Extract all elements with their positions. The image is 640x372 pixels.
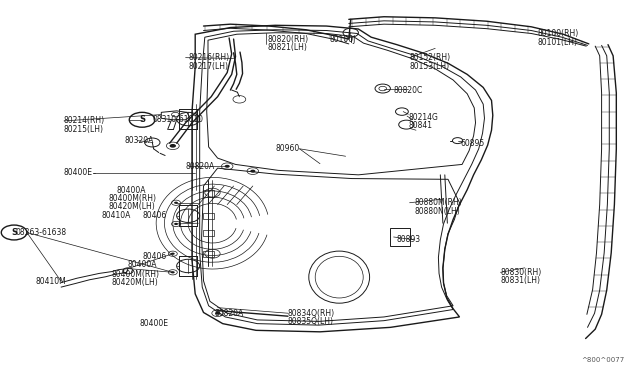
Text: ^800^0077: ^800^0077 [580,357,624,363]
Text: 80834Q(RH): 80834Q(RH) [288,309,335,318]
Text: 08310-61010: 08310-61010 [152,115,204,124]
Circle shape [171,271,175,273]
Text: 80820A: 80820A [186,162,215,171]
Bar [203,251,214,257]
Circle shape [225,165,230,168]
Text: 80400E: 80400E [140,319,168,328]
Text: 80420M(LH): 80420M(LH) [109,202,156,211]
Text: 80831(LH): 80831(LH) [500,276,540,285]
Text: 80880M(RH): 80880M(RH) [415,198,463,207]
Text: 80400M(RH): 80400M(RH) [112,270,160,279]
Text: 60895: 60895 [461,139,485,148]
Text: 80820A: 80820A [214,309,244,318]
Text: 80400E: 80400E [64,169,93,177]
Text: 80835Q(LH): 80835Q(LH) [288,317,334,326]
Bar [203,230,214,236]
Bar [203,213,214,219]
Text: 80841: 80841 [408,121,433,130]
Text: 80215(LH): 80215(LH) [64,125,104,134]
Circle shape [215,312,220,315]
Text: 80101(LH): 80101(LH) [538,38,578,46]
Text: 80820(RH): 80820(RH) [268,35,308,44]
Bar [203,190,214,197]
Text: 80217(LH): 80217(LH) [189,62,229,71]
Text: 80400A: 80400A [116,186,146,195]
Circle shape [174,223,178,225]
Text: 08363-61638: 08363-61638 [16,228,67,237]
Text: 80400M(RH): 80400M(RH) [109,194,157,203]
Text: 80100(RH): 80100(RH) [538,29,579,38]
Text: 80400A: 80400A [128,260,157,269]
Text: 80410M: 80410M [35,278,66,286]
Text: 80410A: 80410A [101,211,131,220]
Text: 80893: 80893 [397,235,421,244]
Text: 80420M(LH): 80420M(LH) [112,278,159,287]
Text: S: S [11,228,17,237]
Text: 80214(RH): 80214(RH) [64,116,105,125]
Text: 80152(RH): 80152(RH) [410,53,451,62]
Circle shape [174,202,178,204]
Text: S: S [139,115,145,124]
Text: 80320A: 80320A [125,136,154,145]
Circle shape [250,170,255,173]
Circle shape [171,253,175,255]
Text: 80153(LH): 80153(LH) [410,62,450,71]
Text: 80821(LH): 80821(LH) [268,43,307,52]
Text: 80830(RH): 80830(RH) [500,268,541,277]
Text: 80214G: 80214G [408,113,438,122]
Bar [390,228,410,246]
Text: 80216(RH): 80216(RH) [189,53,230,62]
Text: 80406: 80406 [142,252,166,261]
Text: 80820C: 80820C [394,86,423,94]
Circle shape [170,144,176,148]
Text: 80880N(LH): 80880N(LH) [415,207,460,216]
Text: 80406: 80406 [142,211,166,220]
Text: 80960: 80960 [275,144,300,153]
Text: 80100J: 80100J [330,35,356,44]
